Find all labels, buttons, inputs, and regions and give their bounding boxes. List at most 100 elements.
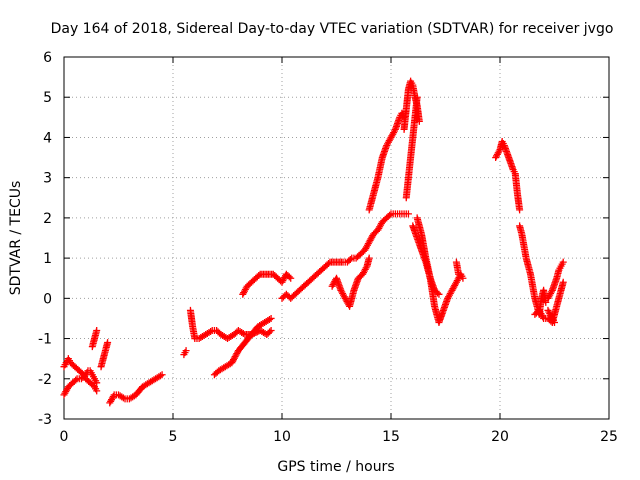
data-point [267,327,275,335]
data-point-trail [68,360,77,369]
data-point-trail [449,280,460,293]
data-point-trail [371,227,380,237]
axis-ticks: 0 5 10 15 20 25 -3 -2 -1 0 1 2 3 4 5 6 [38,50,618,445]
data-point-trail [275,276,285,285]
data-point-trail [242,332,254,345]
x-tick-label: 20 [491,429,509,445]
data-point-trail [409,115,419,140]
data-point-trail [323,259,333,269]
data-point-trail [116,392,127,402]
data-point [455,270,463,278]
data-point-trail [83,376,93,385]
data-point-trail [356,272,365,281]
data-point-trail [284,292,293,301]
data-point-trail [405,155,414,180]
data-point-trail [514,191,523,212]
data-point-trail [388,127,398,140]
data-point-trail [61,384,71,397]
data-point-trail [231,328,241,337]
y-tick-label: 5 [43,90,52,106]
data-point-trail [375,220,385,232]
data-point-trail [402,175,412,200]
data-point-trail [271,272,280,281]
x-tick-label: 25 [600,429,618,445]
data-point [551,318,558,326]
data-point-trail [72,364,82,373]
data-point [182,347,190,355]
data-point-trail [216,364,228,374]
data-point-trail [197,332,208,342]
data-point-trail [219,332,230,342]
data-point-trail [147,376,158,386]
data-point-trail [214,328,224,337]
data-point-trail [366,191,377,212]
data-point [93,327,101,335]
y-tick-label: -2 [38,372,52,388]
data-point-trail [256,319,267,329]
y-tick-label: 4 [43,130,52,146]
data-point-trail [262,315,273,325]
data-point-trail [284,272,293,281]
data-points [60,77,567,407]
data-point-trail [79,372,88,381]
data-point-trail [384,211,394,221]
data-point-trail [88,380,97,389]
plot-frame [63,56,610,420]
data-point-trail [445,288,455,301]
data-point-trail [532,308,542,317]
data-point-trail [140,380,151,390]
y-tick-label: 1 [43,251,52,267]
data-point-trail [235,340,248,353]
y-tick-label: -1 [38,332,52,348]
data-point-trail [236,328,247,338]
y-tick-label: 6 [43,50,52,66]
data-point-trail [493,147,503,160]
data-point-trail [66,380,75,389]
data-point-trail [310,272,319,281]
data-point [542,298,550,306]
data-point-trail [249,276,258,285]
data-point [228,359,236,367]
data-point-trail [380,215,389,225]
data-point-trail [297,284,306,293]
data-point-trail [407,135,417,160]
data-point [158,371,166,379]
data-point-trail [362,240,372,252]
data-point [516,206,524,214]
data-point-trail [133,384,145,398]
grid-lines [64,57,609,419]
data-point [413,93,421,101]
data-point [435,290,443,298]
x-tick-label: 15 [382,429,400,445]
data-point [559,258,567,266]
data-point-trail [245,280,254,289]
data-point-trail [258,328,269,338]
data-point-trail [360,264,370,277]
data-point-trail [306,276,315,285]
y-tick-label: -3 [38,412,52,428]
data-point-trail [422,256,434,281]
data-point-trail [279,292,289,301]
x-axis-label: GPS time / hours [277,459,394,475]
data-point-trail [366,232,377,244]
y-tick-label: 3 [43,171,52,187]
data-point-trail [223,360,234,370]
data-point-trail [264,328,274,337]
data-point-trail [70,376,80,385]
data-point-trail [107,392,117,405]
x-tick-label: 10 [273,429,291,445]
y-tick-label: 2 [43,211,52,227]
data-point-trail [77,368,86,377]
data-point [365,254,373,262]
data-point-trail [187,308,196,329]
data-point [559,278,567,286]
data-point-trail [153,372,164,382]
data-point-trail [345,255,354,265]
data-point-trail [127,392,138,402]
data-point-trail [400,87,412,132]
data-point [415,117,423,125]
data-point-trail [384,135,394,148]
x-tick-label: 5 [169,429,178,445]
data-point-trail [225,332,236,342]
data-point-trail [553,288,565,309]
